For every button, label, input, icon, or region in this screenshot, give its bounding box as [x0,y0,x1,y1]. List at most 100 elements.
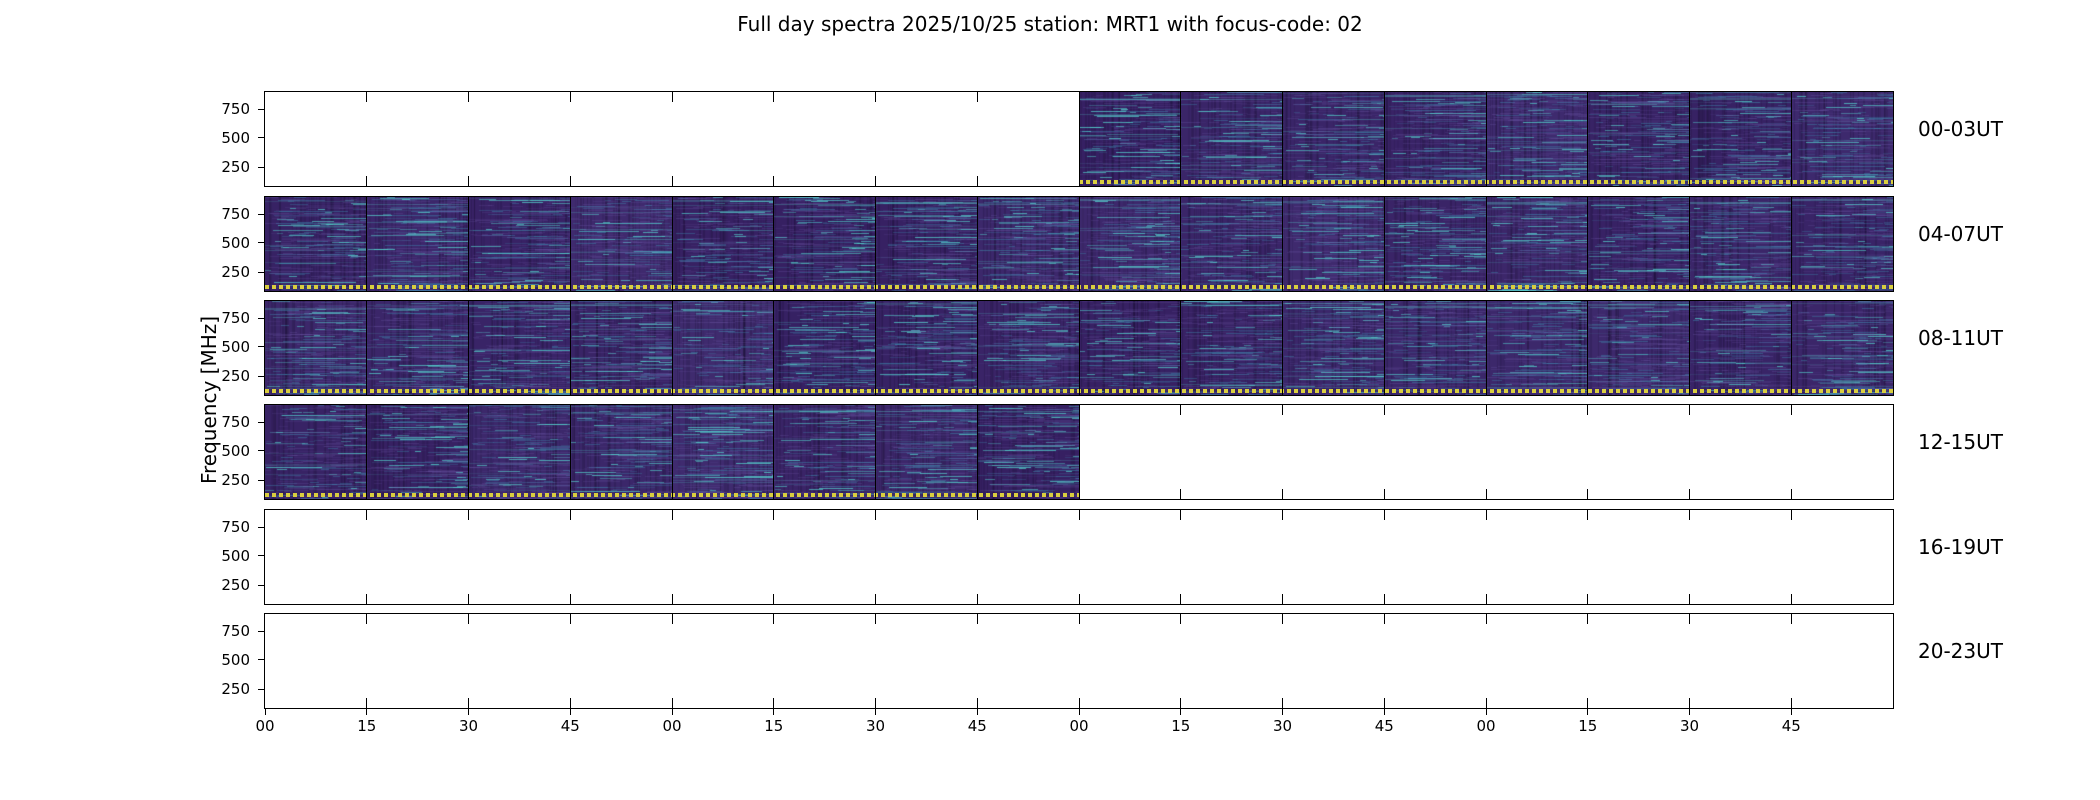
x-tick-top [569,92,571,102]
segment-divider [1282,92,1283,186]
x-tick-label: 30 [458,717,479,735]
segment-divider [875,405,876,499]
y-tick-mark [258,317,264,319]
segment-divider [1180,92,1182,186]
x-tick-bottom [1790,594,1792,604]
x-tick-bottom [875,698,876,708]
x-tick-bottom [1689,489,1690,499]
x-tick-top [1282,510,1283,520]
y-tick-mark [258,421,264,423]
x-tick-top [1180,614,1182,624]
x-tick-bottom [1587,594,1589,604]
x-tick-label: 15 [357,717,377,735]
segment-divider [366,405,368,499]
y-tick-label: 500 [221,233,250,252]
x-tick-label: 15 [1171,717,1191,735]
segment-divider [976,405,978,499]
segment-divider [1689,301,1690,395]
spectrogram-panel [264,613,1894,709]
segment-divider [1587,92,1589,186]
y-tick-mark [258,688,264,690]
x-tick-top [1587,510,1589,520]
segment-divider [1790,92,1792,186]
x-tick-bottom [366,698,368,708]
segment-divider [1078,405,1080,499]
x-tick-label: 45 [560,717,580,735]
y-tick-mark [258,346,264,348]
x-tick-bottom [1485,698,1487,708]
segment-divider [773,197,775,291]
x-tick-label: 15 [1578,717,1598,735]
x-axis-tick [773,709,775,715]
x-tick-top [875,614,876,624]
segment-divider [366,197,368,291]
x-tick-bottom [1383,489,1385,499]
segment-divider [875,197,876,291]
y-tick-label: 250 [221,680,250,699]
x-tick-top [1383,614,1385,624]
x-tick-bottom [366,176,368,186]
spectra-row: 750 500 250 20-23UT [0,613,2100,709]
x-tick-bottom [976,594,978,604]
x-tick-top [1282,614,1283,624]
x-tick-label: 00 [662,717,682,735]
y-tick-mark [258,271,264,273]
x-tick-bottom [1282,489,1283,499]
x-tick-bottom [1180,594,1182,604]
x-axis-tick [1689,709,1690,715]
segment-divider [1282,301,1283,395]
x-tick-top [1587,614,1589,624]
segment-divider [468,197,469,291]
x-tick-bottom [1180,489,1182,499]
x-tick-bottom [1282,594,1283,604]
x-tick-top [1078,510,1080,520]
x-tick-label: 45 [1781,717,1801,735]
y-tick-mark [258,375,264,377]
row-time-label: 08-11UT [1918,326,2003,350]
x-tick-label: 30 [865,717,886,735]
y-tick-label: 750 [221,413,250,432]
y-tick-label: 500 [221,128,250,147]
x-tick-top [1587,405,1589,415]
y-tick-mark [258,213,264,215]
spectra-row: 750 500 250 16-19UT [0,509,2100,605]
spectra-row: 750 500 250 12-15UT [0,404,2100,500]
y-tick-label: 250 [221,263,250,282]
spectrogram-panel [264,196,1894,292]
x-axis-tick [366,709,368,715]
x-tick-label: 00 [1476,717,1496,735]
x-tick-top [1790,510,1792,520]
segment-divider [468,405,469,499]
x-tick-top [468,510,469,520]
x-tick-bottom [1180,698,1182,708]
segment-divider [366,301,368,395]
x-tick-top [468,92,469,102]
x-tick-bottom [468,594,469,604]
y-tick-mark [258,584,264,586]
segment-divider [671,197,673,291]
row-time-label: 00-03UT [1918,117,2003,141]
x-tick-label: 00 [255,717,275,735]
segment-divider [1078,197,1080,291]
x-tick-bottom [366,594,368,604]
x-tick-top [671,510,673,520]
x-tick-bottom [468,698,469,708]
x-tick-top [1485,614,1487,624]
y-tick-label: 250 [221,367,250,386]
y-tick-mark [258,108,264,110]
row-time-label: 12-15UT [1918,430,2003,454]
segment-divider [1790,197,1792,291]
x-tick-bottom [1790,489,1792,499]
x-tick-bottom [875,594,876,604]
x-axis-tick [264,709,266,715]
x-tick-top [671,92,673,102]
x-axis-tick [1282,709,1283,715]
x-tick-top [1485,510,1487,520]
x-axis-tick [1078,709,1080,715]
x-axis-tick [1587,709,1589,715]
x-tick-top [671,614,673,624]
x-tick-bottom [1078,698,1080,708]
x-tick-bottom [1078,594,1080,604]
x-tick-label: 15 [764,717,784,735]
x-axis-tick [671,709,673,715]
